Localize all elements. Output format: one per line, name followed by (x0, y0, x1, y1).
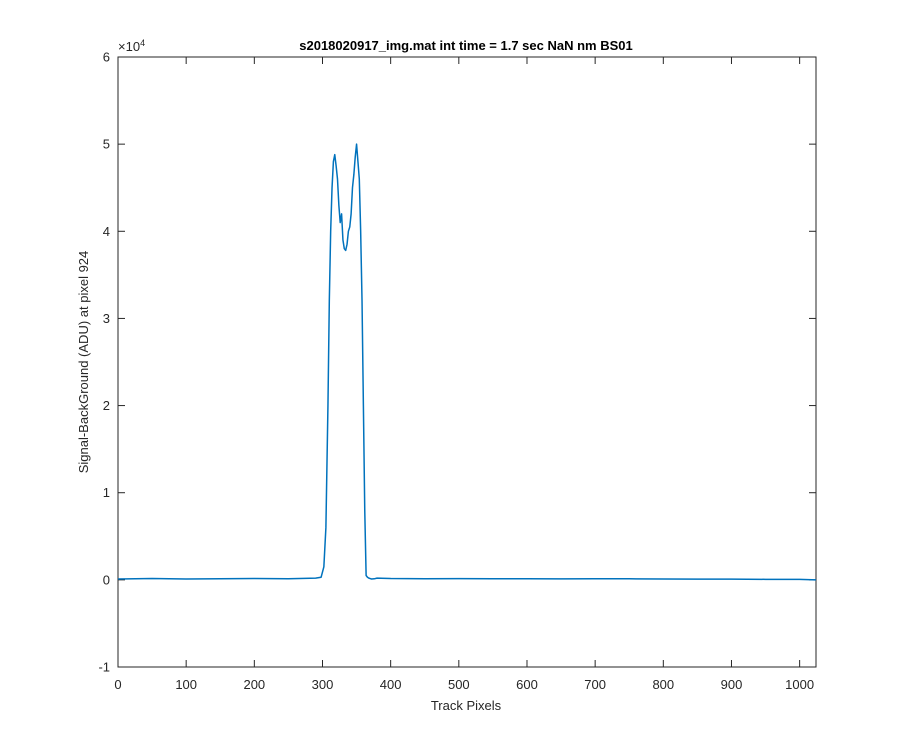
y-tick-label: 2 (103, 398, 110, 413)
y-tick-label: -1 (98, 660, 110, 675)
x-tick-label: 700 (584, 677, 606, 692)
y-tick-label: 3 (103, 311, 110, 326)
x-axis-label: Track Pixels (431, 698, 502, 713)
x-tick-label: 500 (448, 677, 470, 692)
axes-box (117, 56, 817, 668)
y-tick-label: 5 (103, 137, 110, 152)
x-tick-label: 1000 (785, 677, 814, 692)
y-tick-label: 0 (103, 572, 110, 587)
y-tick-label: 1 (103, 485, 110, 500)
y-axis-exponent: ×104 (118, 38, 145, 54)
x-tick-label: 400 (380, 677, 402, 692)
x-tick-label: 900 (721, 677, 743, 692)
y-tick-label: 4 (103, 224, 110, 239)
y-exponent-base: ×10 (118, 39, 140, 54)
x-tick-label: 200 (243, 677, 265, 692)
series-line (117, 143, 817, 581)
y-tick-label: 6 (103, 50, 110, 65)
x-tick-label: 300 (312, 677, 334, 692)
x-tick-label: 0 (114, 677, 121, 692)
x-tick-label: 800 (652, 677, 674, 692)
y-axis-label: Signal-BackGround (ADU) at pixel 924 (76, 251, 91, 474)
y-exponent-power: 4 (140, 38, 145, 48)
x-axis: 0 100 200 300 400 500 600 700 800 900 1000 (114, 57, 814, 692)
y-axis: -1 0 1 2 3 4 5 6 (98, 50, 816, 675)
x-tick-label: 600 (516, 677, 538, 692)
plot-area: 0 100 200 300 400 500 600 700 800 900 1000 -1 0 1 2 3 4… (98, 50, 817, 692)
x-tick-label: 100 (175, 677, 197, 692)
chart-title: s2018020917_img.mat int time = 1.7 sec N… (299, 38, 633, 53)
